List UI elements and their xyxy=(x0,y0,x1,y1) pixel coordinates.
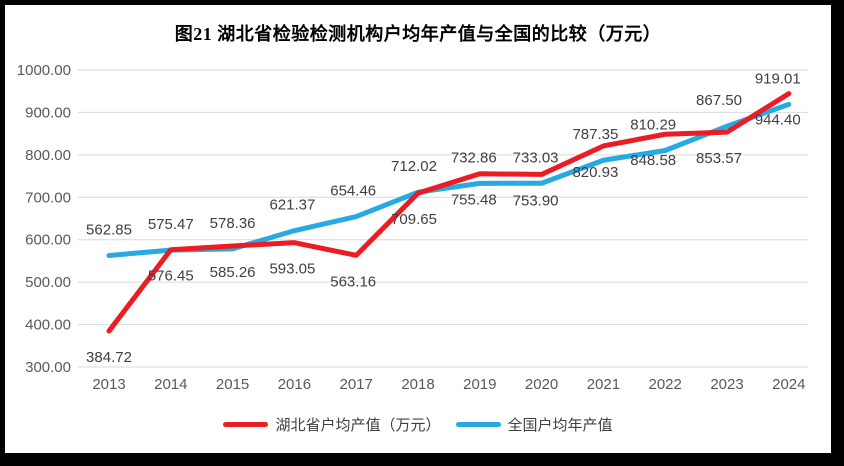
hubei-series-line-icon xyxy=(223,421,269,427)
data-label: 853.57 xyxy=(696,150,742,167)
y-axis-tick-label: 400.00 xyxy=(25,317,71,334)
data-label: 654.46 xyxy=(330,183,376,200)
x-axis-tick-label: 2024 xyxy=(772,376,805,393)
series-line-national xyxy=(106,101,792,258)
data-label: 820.93 xyxy=(572,164,618,181)
data-label: 732.86 xyxy=(451,149,497,166)
y-axis-tick-label: 800.00 xyxy=(25,147,71,164)
x-axis-tick-label: 2017 xyxy=(340,376,373,393)
line-chart-plot: 300.00 400.00 500.00 600.00 700.00 800.00 900.… xyxy=(17,62,808,393)
data-label: 384.72 xyxy=(86,349,132,366)
legend-item-hubei: 湖北省户均产值（万元） xyxy=(223,414,441,435)
x-axis-tick-label: 2015 xyxy=(216,376,249,393)
x-axis-tick-label: 2019 xyxy=(463,376,496,393)
y-axis-tick-label: 500.00 xyxy=(25,274,71,291)
data-label: 709.65 xyxy=(391,211,437,228)
data-label: 593.05 xyxy=(269,261,315,278)
data-label: 576.45 xyxy=(148,268,194,285)
national-series-line-icon xyxy=(455,421,501,427)
x-axis-tick-label: 2013 xyxy=(92,376,125,393)
data-label: 563.16 xyxy=(330,273,376,290)
y-axis-tick-label: 300.00 xyxy=(25,359,71,376)
data-label: 585.26 xyxy=(210,264,256,281)
x-axis-tick-label: 2023 xyxy=(710,376,743,393)
legend-label-national: 全国户均年产值 xyxy=(507,417,613,434)
legend-label-hubei: 湖北省户均产值（万元） xyxy=(275,417,441,434)
x-axis-tick-label: 2016 xyxy=(278,376,311,393)
data-label: 755.48 xyxy=(451,192,497,209)
x-axis-tick-label: 2021 xyxy=(587,376,620,393)
chart-title: 图21 湖北省检验检测机构户均年产值与全国的比较（万元） xyxy=(174,24,662,44)
data-label: 712.02 xyxy=(391,158,437,175)
data-label: 919.01 xyxy=(755,70,801,87)
data-label: 753.90 xyxy=(513,192,559,209)
y-axis-tick-label: 600.00 xyxy=(25,232,71,249)
data-label: 562.85 xyxy=(86,221,132,238)
x-axis-tick-label: 2020 xyxy=(525,376,558,393)
legend-item-national: 全国户均年产值 xyxy=(455,414,613,435)
series-line-hubei xyxy=(106,91,792,334)
data-label: 810.29 xyxy=(630,116,676,133)
chart-legend: 湖北省户均产值（万元） 全国户均年产值 xyxy=(5,414,831,434)
data-label: 867.50 xyxy=(696,92,742,109)
x-axis-tick-label: 2022 xyxy=(649,376,682,393)
y-axis-tick-label: 900.00 xyxy=(25,104,71,121)
x-axis-tick-label: 2014 xyxy=(154,376,187,393)
data-label: 575.47 xyxy=(148,216,194,233)
y-axis-tick-label: 1000.00 xyxy=(17,62,71,79)
y-axis-tick-label: 700.00 xyxy=(25,189,71,206)
data-label: 848.58 xyxy=(630,152,676,169)
data-label: 733.03 xyxy=(513,149,559,166)
x-axis-tick-label: 2018 xyxy=(401,376,434,393)
data-label: 621.37 xyxy=(269,197,315,214)
data-label: 787.35 xyxy=(572,126,618,143)
chart-area: 图21 湖北省检验检测机构户均年产值与全国的比较（万元） 300.00 400.0… xyxy=(5,5,831,453)
data-label: 578.36 xyxy=(210,215,256,232)
data-label: 944.40 xyxy=(755,112,801,129)
